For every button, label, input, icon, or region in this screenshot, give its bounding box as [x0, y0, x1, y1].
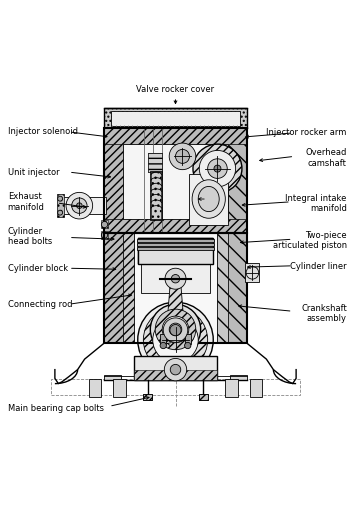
Circle shape	[170, 324, 181, 336]
Bar	[143, 394, 152, 400]
Circle shape	[165, 268, 186, 289]
Text: Main bearing cap bolts: Main bearing cap bolts	[8, 404, 104, 413]
Bar	[250, 379, 262, 397]
Text: Cylinder block: Cylinder block	[8, 264, 68, 273]
Circle shape	[138, 302, 213, 378]
Text: Integral intake
manifold: Integral intake manifold	[285, 194, 347, 213]
Bar	[104, 128, 247, 144]
Bar	[148, 153, 162, 172]
Bar	[217, 233, 228, 344]
Circle shape	[160, 343, 166, 349]
Bar	[57, 195, 64, 217]
Bar	[245, 263, 259, 282]
Bar	[133, 357, 218, 380]
Circle shape	[199, 151, 236, 187]
Bar	[104, 108, 247, 128]
Bar	[199, 394, 208, 400]
Text: Unit injector: Unit injector	[8, 168, 59, 176]
Circle shape	[58, 196, 62, 201]
Bar	[113, 379, 126, 397]
Bar	[123, 144, 228, 220]
Circle shape	[150, 304, 201, 354]
Text: Injector rocker arm: Injector rocker arm	[266, 128, 347, 138]
Circle shape	[176, 149, 190, 163]
Bar	[138, 238, 213, 264]
Bar	[230, 375, 247, 380]
Circle shape	[185, 343, 191, 349]
Circle shape	[208, 159, 227, 179]
Circle shape	[155, 309, 196, 350]
Ellipse shape	[192, 180, 225, 218]
Bar	[101, 221, 108, 228]
Circle shape	[163, 318, 188, 343]
Circle shape	[101, 232, 108, 238]
Polygon shape	[167, 279, 184, 322]
Circle shape	[143, 308, 208, 372]
Bar	[104, 233, 247, 344]
Circle shape	[77, 203, 82, 209]
Bar	[150, 171, 161, 220]
Bar	[104, 233, 123, 344]
Circle shape	[101, 222, 108, 228]
Bar	[104, 128, 123, 233]
Circle shape	[193, 144, 242, 193]
Bar	[140, 263, 211, 293]
Bar	[111, 111, 240, 126]
Bar	[137, 243, 214, 246]
Bar	[137, 239, 214, 242]
Text: Cylinder liner: Cylinder liner	[290, 262, 347, 271]
Bar	[133, 370, 218, 380]
Bar	[160, 334, 166, 344]
Circle shape	[162, 316, 189, 343]
Text: Two-piece
articulated piston: Two-piece articulated piston	[273, 230, 347, 250]
Bar	[143, 394, 152, 400]
Text: Overhead
camshaft: Overhead camshaft	[305, 148, 347, 168]
Bar	[60, 197, 106, 214]
Circle shape	[164, 359, 187, 381]
Bar	[89, 379, 101, 397]
Bar	[104, 128, 247, 233]
Bar	[137, 247, 214, 250]
Bar	[185, 334, 191, 344]
Circle shape	[214, 165, 221, 172]
Bar	[190, 174, 228, 225]
Circle shape	[171, 275, 180, 283]
Text: Exhaust
manifold: Exhaust manifold	[8, 192, 45, 212]
Text: Cylinder
head bolts: Cylinder head bolts	[8, 227, 52, 247]
Bar	[134, 233, 217, 344]
Circle shape	[170, 364, 181, 375]
Text: Connecting rod: Connecting rod	[8, 301, 72, 309]
Bar	[104, 375, 121, 380]
Bar	[225, 379, 238, 397]
Text: Valve rocker cover: Valve rocker cover	[137, 86, 214, 94]
Text: Crankshaft
assembly: Crankshaft assembly	[301, 304, 347, 323]
Circle shape	[153, 317, 198, 363]
Bar	[228, 128, 247, 233]
Bar	[138, 238, 213, 264]
Circle shape	[72, 198, 87, 213]
Circle shape	[169, 143, 196, 170]
Text: Injector solenoid: Injector solenoid	[8, 127, 78, 136]
Bar	[51, 379, 300, 395]
Ellipse shape	[198, 186, 219, 212]
Bar	[228, 233, 247, 344]
Circle shape	[169, 323, 182, 336]
Circle shape	[66, 193, 93, 219]
Bar	[123, 233, 134, 344]
Bar	[151, 172, 161, 220]
Bar	[148, 153, 162, 172]
Circle shape	[58, 210, 62, 215]
Bar	[104, 108, 247, 128]
Bar	[104, 220, 247, 233]
Bar	[199, 394, 208, 400]
Bar	[101, 231, 108, 239]
